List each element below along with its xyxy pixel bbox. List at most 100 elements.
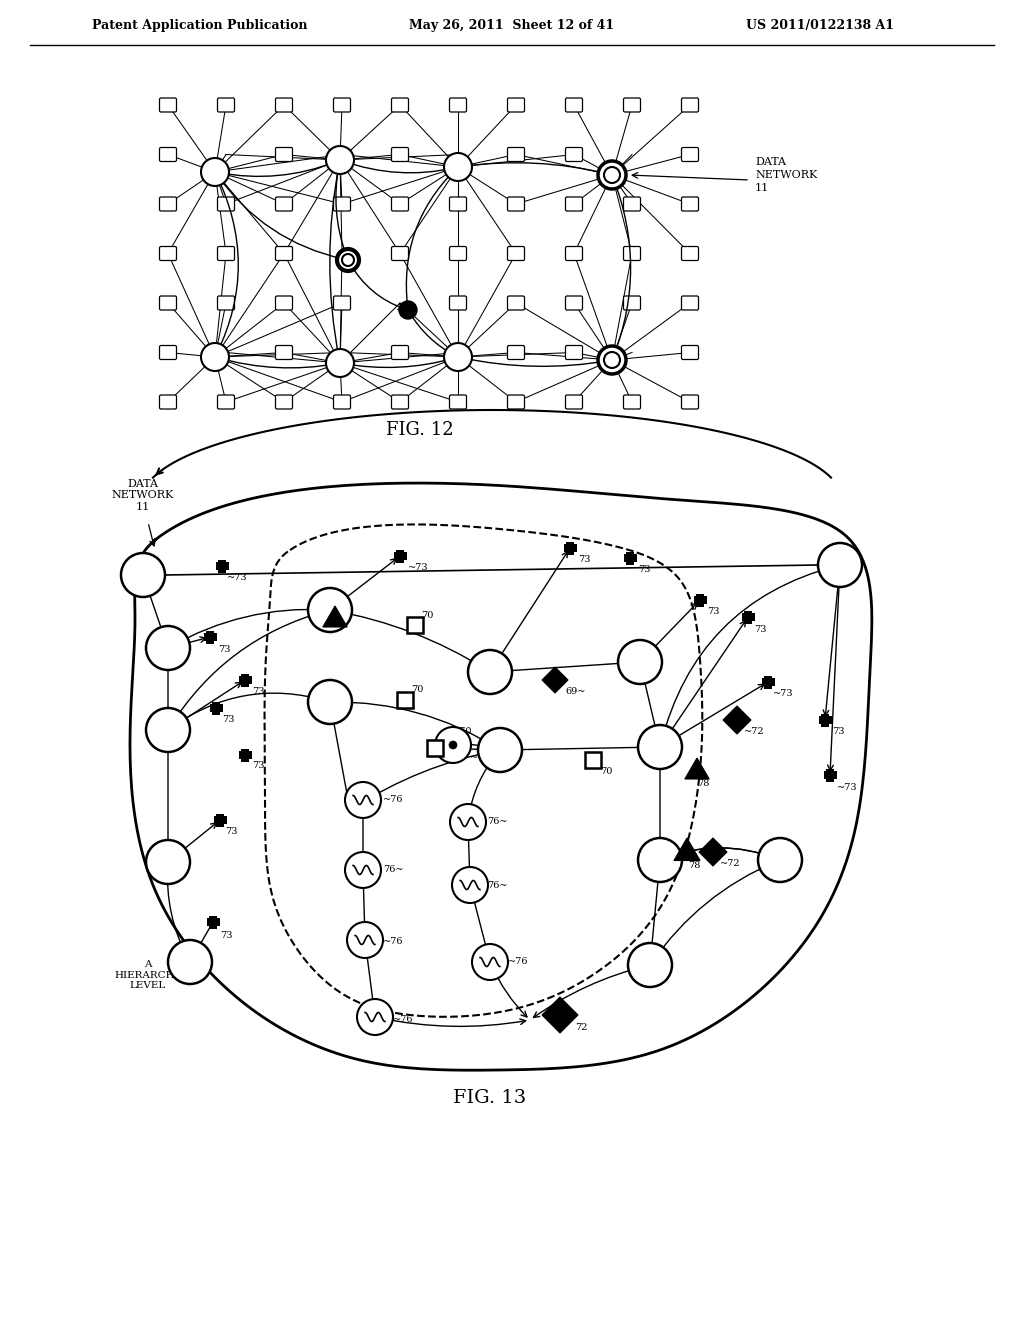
Circle shape — [121, 553, 165, 597]
Bar — [624, 554, 637, 561]
FancyBboxPatch shape — [565, 98, 583, 112]
FancyBboxPatch shape — [624, 247, 640, 260]
Text: 73: 73 — [222, 715, 234, 725]
Circle shape — [326, 348, 354, 378]
Text: Patent Application Publication: Patent Application Publication — [92, 18, 308, 32]
Bar — [216, 813, 223, 826]
FancyBboxPatch shape — [217, 395, 234, 409]
Circle shape — [472, 944, 508, 979]
FancyBboxPatch shape — [682, 296, 698, 310]
FancyBboxPatch shape — [450, 296, 467, 310]
Circle shape — [444, 343, 472, 371]
Text: 73: 73 — [225, 828, 238, 837]
Bar — [204, 634, 216, 640]
Text: 69~: 69~ — [565, 688, 586, 697]
Text: ~72: ~72 — [720, 859, 740, 869]
Circle shape — [628, 942, 672, 987]
FancyBboxPatch shape — [217, 197, 234, 211]
FancyBboxPatch shape — [160, 247, 176, 260]
Text: DATA
NETWORK
11: DATA NETWORK 11 — [112, 479, 174, 512]
Text: ~77: ~77 — [470, 752, 490, 762]
Bar — [212, 701, 219, 714]
Bar — [821, 714, 828, 726]
Bar — [764, 676, 772, 689]
FancyBboxPatch shape — [450, 197, 467, 211]
FancyBboxPatch shape — [682, 395, 698, 409]
Circle shape — [598, 161, 626, 189]
Bar — [826, 768, 834, 781]
Circle shape — [308, 680, 352, 723]
FancyBboxPatch shape — [508, 346, 524, 359]
Text: 72: 72 — [575, 1023, 588, 1031]
FancyBboxPatch shape — [217, 98, 234, 112]
Circle shape — [598, 346, 626, 374]
Text: FIG. 13: FIG. 13 — [454, 1089, 526, 1107]
Bar — [427, 741, 443, 756]
Text: ~73: ~73 — [773, 689, 794, 698]
FancyBboxPatch shape — [334, 197, 350, 211]
Circle shape — [450, 804, 486, 840]
FancyBboxPatch shape — [334, 98, 350, 112]
FancyBboxPatch shape — [334, 395, 350, 409]
FancyBboxPatch shape — [391, 346, 409, 359]
Text: ~70: ~70 — [442, 735, 463, 744]
FancyBboxPatch shape — [334, 296, 350, 310]
Text: 76~: 76~ — [487, 817, 508, 826]
Text: ~70: ~70 — [452, 727, 472, 737]
Circle shape — [435, 727, 471, 763]
Text: ~76: ~76 — [383, 937, 403, 946]
Circle shape — [146, 708, 190, 752]
FancyBboxPatch shape — [160, 395, 176, 409]
Polygon shape — [542, 667, 568, 693]
Circle shape — [201, 343, 229, 371]
FancyBboxPatch shape — [508, 247, 524, 260]
Bar — [393, 552, 407, 560]
FancyBboxPatch shape — [160, 296, 176, 310]
Bar — [215, 562, 228, 570]
FancyBboxPatch shape — [565, 148, 583, 161]
FancyBboxPatch shape — [160, 98, 176, 112]
Text: 73: 73 — [754, 624, 767, 634]
Circle shape — [357, 999, 393, 1035]
Circle shape — [468, 649, 512, 694]
Bar — [563, 544, 577, 552]
Bar — [218, 560, 225, 573]
FancyBboxPatch shape — [391, 395, 409, 409]
Circle shape — [604, 352, 620, 368]
Text: 78: 78 — [688, 861, 700, 870]
FancyBboxPatch shape — [682, 346, 698, 359]
Text: DATA: DATA — [755, 157, 786, 168]
Text: ~76: ~76 — [393, 1015, 414, 1023]
Circle shape — [618, 640, 662, 684]
Text: 70: 70 — [600, 767, 612, 776]
Text: 76~: 76~ — [487, 880, 508, 890]
Bar — [762, 678, 774, 685]
FancyBboxPatch shape — [565, 247, 583, 260]
Text: ~76: ~76 — [508, 957, 528, 966]
Circle shape — [758, 838, 802, 882]
Circle shape — [146, 840, 190, 884]
FancyBboxPatch shape — [624, 296, 640, 310]
Bar — [207, 919, 219, 925]
Circle shape — [818, 543, 862, 587]
Circle shape — [638, 725, 682, 770]
Text: ~72: ~72 — [744, 727, 765, 737]
FancyBboxPatch shape — [508, 197, 524, 211]
Circle shape — [342, 253, 354, 267]
Text: 73: 73 — [707, 607, 720, 616]
Text: ~73: ~73 — [408, 564, 429, 573]
FancyBboxPatch shape — [391, 247, 409, 260]
FancyBboxPatch shape — [508, 296, 524, 310]
Text: May 26, 2011  Sheet 12 of 41: May 26, 2011 Sheet 12 of 41 — [410, 18, 614, 32]
Polygon shape — [685, 758, 710, 779]
Bar — [209, 916, 217, 928]
Bar — [242, 748, 249, 762]
Text: 73: 73 — [218, 644, 230, 653]
FancyBboxPatch shape — [565, 395, 583, 409]
FancyBboxPatch shape — [450, 395, 467, 409]
Circle shape — [452, 867, 488, 903]
Circle shape — [638, 838, 682, 882]
Bar — [396, 549, 403, 562]
Bar — [213, 816, 226, 824]
Circle shape — [326, 147, 354, 174]
